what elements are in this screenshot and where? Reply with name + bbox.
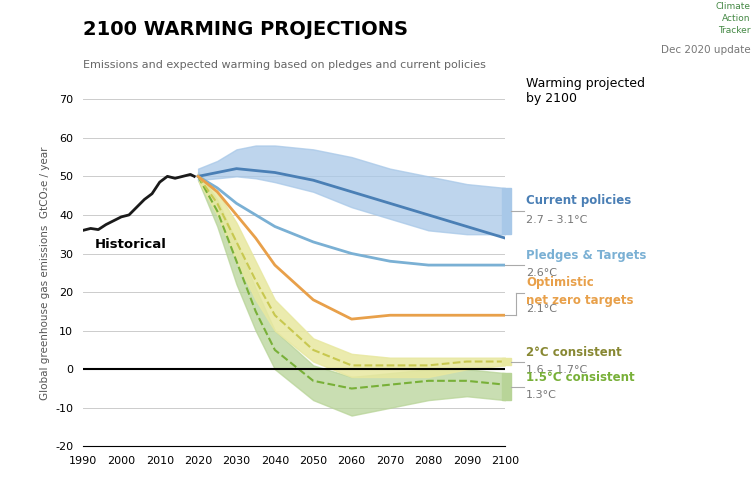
Text: Pledges & Targets: Pledges & Targets — [526, 249, 647, 262]
Text: Climate
Action
Tracker: Climate Action Tracker — [716, 2, 750, 35]
Text: Optimistic: Optimistic — [526, 276, 594, 289]
Text: Emissions and expected warming based on pledges and current policies: Emissions and expected warming based on … — [83, 60, 486, 69]
Text: Dec 2020 update: Dec 2020 update — [661, 45, 750, 55]
Text: Warming projected: Warming projected — [526, 77, 645, 90]
Text: net zero targets: net zero targets — [526, 294, 634, 307]
Text: 2°C consistent: 2°C consistent — [526, 346, 622, 359]
Y-axis label: Global greenhouse gas emissions  GtCO₂e / year: Global greenhouse gas emissions GtCO₂e /… — [39, 146, 50, 400]
Text: 1.5°C consistent: 1.5°C consistent — [526, 371, 635, 383]
Text: 1.3°C: 1.3°C — [526, 389, 557, 400]
Text: 2.1°C: 2.1°C — [526, 304, 557, 314]
Text: Current policies: Current policies — [526, 194, 632, 207]
Text: 1.6 – 1.7°C: 1.6 – 1.7°C — [526, 365, 587, 374]
Text: Historical: Historical — [94, 238, 167, 250]
Text: 2.7 – 3.1°C: 2.7 – 3.1°C — [526, 215, 587, 225]
Text: 2100 WARMING PROJECTIONS: 2100 WARMING PROJECTIONS — [83, 20, 408, 39]
Text: by 2100: by 2100 — [526, 92, 578, 105]
Text: 2.6°C: 2.6°C — [526, 268, 557, 278]
